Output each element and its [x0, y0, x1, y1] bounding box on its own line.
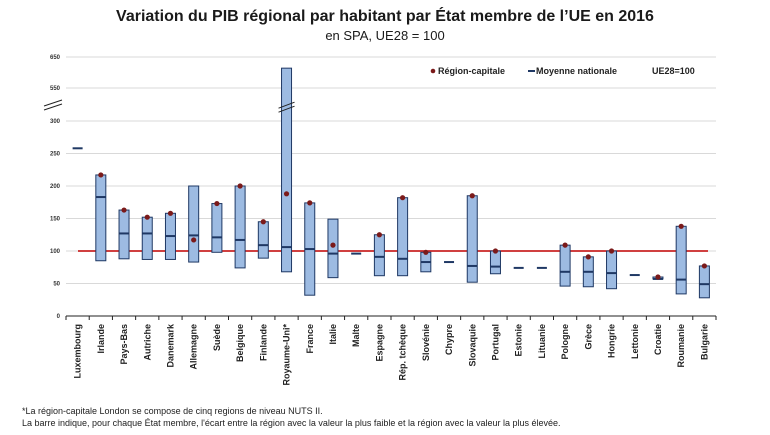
bar-break-mark	[278, 105, 295, 113]
bar-break-mark	[278, 101, 295, 109]
range-bar	[466, 195, 478, 283]
y-tick-label: 550	[50, 86, 61, 92]
capital-region-dot	[492, 248, 499, 254]
capital-region-dot	[191, 237, 197, 243]
category-label: Slovaquie	[467, 324, 477, 367]
y-tick-label: 200	[50, 184, 61, 190]
category-label: Malte	[351, 324, 361, 347]
category-label: Irlande	[96, 324, 106, 354]
capital-region-dot	[400, 195, 406, 201]
capital-region-dot	[678, 223, 684, 229]
capital-region-dot	[562, 242, 568, 248]
capital-region-dot	[121, 207, 127, 213]
range-bar	[211, 203, 223, 253]
category-label: Pologne	[560, 324, 570, 360]
y-tick-label: 300	[50, 119, 61, 125]
category-label: Roumanie	[676, 324, 686, 368]
range-bar	[698, 265, 710, 299]
category-label: Grèce	[583, 324, 593, 350]
category-label: Lituanie	[537, 324, 547, 359]
chart-subtitle: en SPA, UE28 = 100	[325, 28, 445, 43]
category-label: Autriche	[142, 324, 152, 361]
y-tick-label: 50	[53, 282, 60, 288]
capital-region-dot	[144, 214, 150, 220]
category-label: Slovénie	[421, 324, 431, 361]
capital-region-dot	[585, 254, 591, 260]
chart-area: 0 50 100 150 200 250 300 550 650 Luxembourg Irlan…	[43, 55, 717, 386]
range-bar	[281, 67, 293, 273]
category-label: Luxembourg	[73, 324, 83, 379]
category-label: Rép. tchèque	[398, 324, 408, 381]
category-label: Italie	[328, 324, 338, 345]
legend-label-capital: Région-capitale	[438, 66, 505, 76]
legend-label-ue28: UE28=100	[652, 66, 695, 76]
axis-break-mark	[43, 99, 63, 107]
range-bar	[559, 244, 571, 287]
range-bar	[327, 218, 339, 279]
capital-region-dot	[330, 242, 336, 248]
category-label: Danemark	[165, 323, 175, 368]
capital-region-dot	[214, 200, 220, 207]
category-label: Suède	[212, 324, 222, 351]
capital-region-dot	[423, 249, 429, 255]
footnote-2: La barre indique, pour chaque État membr…	[22, 418, 561, 428]
legend-capital-dot-icon	[430, 68, 436, 74]
category-label: Royaume-Uni*	[282, 324, 292, 386]
footnote-1: *La région-capitale London se compose de…	[22, 406, 323, 416]
category-label: Croatie	[653, 324, 663, 355]
y-tick-label: 250	[50, 152, 61, 158]
y-tick-label: 100	[50, 249, 61, 255]
range-bar	[675, 225, 687, 295]
range-bar	[234, 185, 246, 269]
footnotes: *La région-capitale London se compose de…	[22, 405, 561, 429]
capital-region-dot	[376, 232, 382, 238]
range-bar	[373, 234, 385, 277]
range-bar	[489, 250, 501, 275]
category-label: Pays-Bas	[119, 324, 129, 365]
y-tick-label: 150	[50, 217, 61, 223]
range-bar	[141, 216, 153, 260]
capital-region-dot	[283, 191, 290, 197]
category-label: Lettonie	[630, 324, 640, 359]
range-bar	[397, 197, 409, 277]
category-label: Portugal	[490, 324, 500, 361]
range-bar	[606, 250, 618, 290]
capital-region-dot	[260, 219, 266, 225]
y-tick-label: 0	[57, 314, 61, 320]
y-tick-label: 650	[50, 55, 61, 61]
chart-title: Variation du PIB régional par habitant p…	[116, 8, 654, 25]
range-bar	[95, 174, 107, 262]
capital-region-dot	[608, 248, 615, 254]
capital-region-dot	[237, 183, 243, 189]
category-label: Finlande	[258, 324, 268, 361]
category-label: Estonie	[514, 324, 524, 357]
category-label: Allemagne	[189, 324, 199, 370]
capital-region-dot	[307, 200, 313, 206]
axis-break-mark	[43, 103, 63, 111]
capital-region-dot	[98, 172, 104, 178]
capital-region-dot	[469, 193, 475, 199]
legend-label-mean: Moyenne nationale	[536, 66, 617, 76]
capital-region-dot	[167, 210, 174, 216]
category-label: Espagne	[374, 324, 384, 362]
category-label: Chypre	[444, 324, 454, 355]
capital-region-dot	[701, 263, 707, 269]
range-bar	[188, 185, 200, 263]
category-label: Belgique	[235, 324, 245, 362]
category-label: Hongrie	[607, 324, 617, 358]
capital-region-dot	[655, 274, 661, 280]
category-label: France	[305, 324, 315, 354]
category-label: Bulgarie	[699, 324, 709, 360]
range-bar	[257, 221, 269, 259]
